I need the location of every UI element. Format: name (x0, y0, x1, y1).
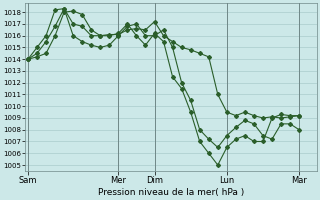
X-axis label: Pression niveau de la mer( hPa ): Pression niveau de la mer( hPa ) (98, 188, 244, 197)
